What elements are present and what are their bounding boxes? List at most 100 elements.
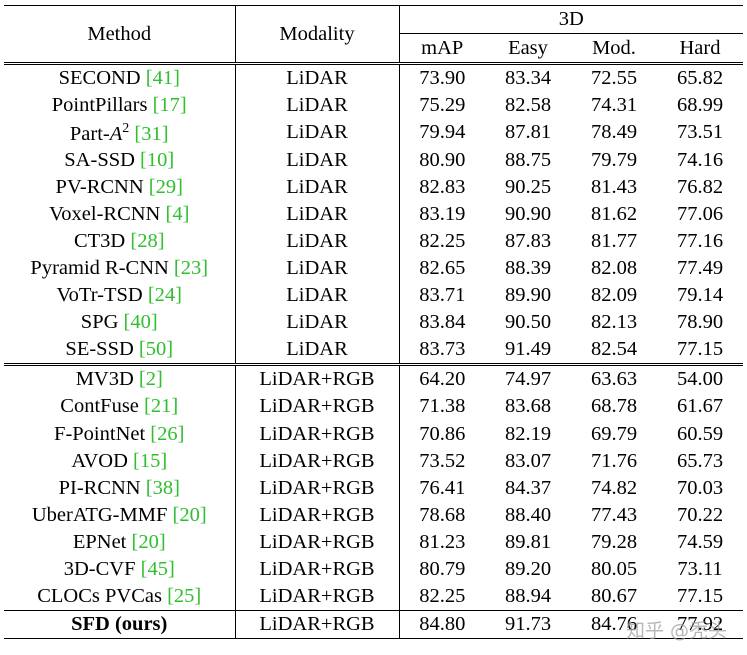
citation-bracket: ] xyxy=(157,229,165,252)
easy-cell: 83.34 xyxy=(485,62,571,93)
citation-bracket: ] xyxy=(177,422,185,445)
hard-cell: 65.73 xyxy=(676,449,724,472)
citation-bracket: ] xyxy=(167,557,175,580)
citation-bracket: [ xyxy=(148,175,156,198)
col-header-easy: Easy xyxy=(508,36,548,59)
mod-cell: 74.82 xyxy=(590,476,638,499)
easy-cell: 90.50 xyxy=(504,311,552,334)
citation-bracket: [ xyxy=(138,368,146,391)
mod-cell: 82.09 xyxy=(590,284,638,307)
easy-cell: 89.90 xyxy=(504,284,552,307)
citation-bracket: ] xyxy=(160,449,168,472)
map-cell: 82.65 xyxy=(419,256,466,279)
mod-cell: 80.67 xyxy=(590,585,638,608)
citation-link[interactable]: 41 xyxy=(152,67,174,90)
method-cell: MV3D [2] xyxy=(4,363,236,394)
table-row: EPNet [20] LiDAR+RGB 81.23 89.81 79.28 74.59 xyxy=(4,528,743,556)
method-name: Part- xyxy=(69,122,110,145)
mod-cell: 81.43 xyxy=(590,175,638,198)
citation-bracket: [ xyxy=(123,311,131,334)
citation-link[interactable]: 21 xyxy=(150,395,172,418)
hard-cell: 77.06 xyxy=(676,202,724,225)
citation-bracket: [ xyxy=(173,256,181,279)
method-name: 3D-CVF xyxy=(63,557,136,580)
hard-cell: 74.16 xyxy=(676,148,724,171)
citation-link[interactable]: 20 xyxy=(138,530,159,553)
method-name: SECOND xyxy=(58,67,141,90)
hard-cell: 77.16 xyxy=(676,229,724,252)
citation-link[interactable]: 24 xyxy=(154,284,176,307)
table-row: PointPillars [17] LiDAR 75.29 82.58 74.31 68.… xyxy=(4,92,743,120)
method-name: F-PointNet xyxy=(54,422,146,445)
easy-cell: 88.39 xyxy=(504,256,552,279)
mod-cell: 84.76 xyxy=(571,609,657,639)
method-cell: UberATG-MMF [20] xyxy=(4,501,236,529)
method-cell: CLOCs PVCas [25] xyxy=(4,582,236,611)
citation-link[interactable]: 50 xyxy=(145,338,167,361)
citation-link[interactable]: 15 xyxy=(139,449,161,472)
map-cell: 83.19 xyxy=(419,202,466,225)
mod-cell: 82.08 xyxy=(590,256,638,279)
citation-bracket: [ xyxy=(131,530,139,553)
hard-cell: 70.03 xyxy=(676,476,724,499)
hard-cell: 68.99 xyxy=(676,94,724,117)
citation-link[interactable]: 23 xyxy=(180,256,202,279)
map-cell: 71.38 xyxy=(419,395,466,418)
citation-bracket: [ xyxy=(140,148,147,171)
citation-bracket: [ xyxy=(152,94,160,117)
hard-cell: 61.67 xyxy=(676,395,724,418)
method-header: Method xyxy=(4,5,236,64)
citation-link[interactable]: 17 xyxy=(159,94,180,117)
map-cell: 75.29 xyxy=(419,94,466,117)
citation-link[interactable]: 29 xyxy=(155,175,177,198)
method-cell: VoTr-TSD [24] xyxy=(4,281,236,309)
citation-bracket: ] xyxy=(182,202,190,225)
easy-cell: 91.49 xyxy=(504,338,552,361)
table-row: PV-RCNN [29] LiDAR 82.83 90.25 81.43 76.82 xyxy=(4,173,743,201)
citation-link[interactable]: 20 xyxy=(179,503,200,526)
table-row: SFD (ours) LiDAR+RGB 84.80 91.73 84.76 77.92 xyxy=(4,609,743,639)
table-row: Voxel-RCNN [4] LiDAR 83.19 90.90 81.62 77.06 xyxy=(4,200,743,228)
mod-cell: 68.78 xyxy=(590,395,638,418)
modality-cell: LiDAR xyxy=(235,281,400,309)
citation-bracket: ] xyxy=(194,585,202,608)
citation-bracket: ] xyxy=(166,338,174,361)
citation-link[interactable]: 40 xyxy=(130,311,151,334)
method-cell: SE-SSD [50] xyxy=(4,335,236,365)
easy-cell: 88.75 xyxy=(504,148,552,171)
citation-link[interactable]: 45 xyxy=(147,557,168,580)
modality-cell: LiDAR xyxy=(235,254,400,282)
citation-link[interactable]: 10 xyxy=(146,148,168,171)
citation-link[interactable]: 38 xyxy=(152,476,174,499)
map-cell: 82.25 xyxy=(419,229,466,252)
table-row: Pyramid R-CNN [23] LiDAR 82.65 88.39 82.08 77… xyxy=(4,254,743,282)
citation-link[interactable]: 28 xyxy=(137,229,158,252)
citation-bracket: ] xyxy=(176,175,183,198)
modality-cell: LiDAR xyxy=(235,173,400,201)
hard-cell: 74.59 xyxy=(676,530,724,553)
modality-cell: LiDAR xyxy=(235,146,400,174)
map-cell: 82.83 xyxy=(419,175,466,198)
mod-cell: 81.62 xyxy=(590,202,638,225)
method-cell: ContFuse [21] xyxy=(4,393,236,421)
citation-bracket: [ xyxy=(147,284,155,307)
method-cell: SFD (ours) xyxy=(4,609,236,639)
method-name: CLOCs PVCas xyxy=(37,585,162,608)
method-name: EPNet xyxy=(72,530,127,553)
citation-link[interactable]: 25 xyxy=(173,585,195,608)
citation-link[interactable]: 4 xyxy=(172,202,183,225)
modality-cell: LiDAR+RGB xyxy=(235,528,400,556)
citation-link[interactable]: 26 xyxy=(157,422,178,445)
easy-cell: 82.19 xyxy=(504,422,552,445)
citation-link[interactable]: 2 xyxy=(145,368,156,391)
table-row: Part-A2 [31] LiDAR 79.94 87.81 78.49 73.51 xyxy=(4,119,743,147)
citation-bracket: [ xyxy=(130,229,138,252)
citation-link[interactable]: 31 xyxy=(141,122,162,145)
modality-cell: LiDAR+RGB xyxy=(235,393,400,421)
modality-header: Modality xyxy=(235,5,400,64)
hard-cell: 70.22 xyxy=(676,503,724,526)
method-cell: Pyramid R-CNN [23] xyxy=(4,254,236,282)
citation-bracket: ] xyxy=(155,368,163,391)
hard-cell: 77.49 xyxy=(676,256,724,279)
citation-bracket: ] xyxy=(150,311,158,334)
